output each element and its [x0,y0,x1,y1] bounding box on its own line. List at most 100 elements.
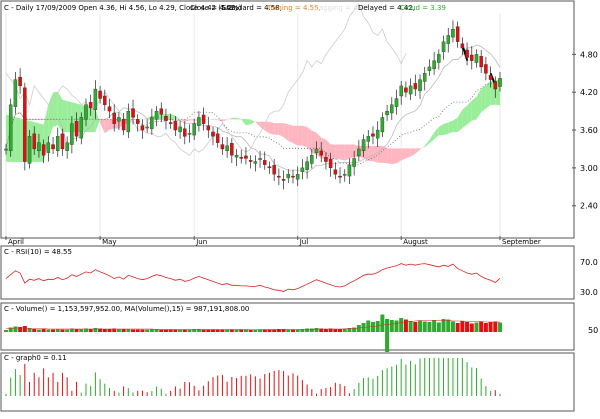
candle-body [301,168,304,172]
ichimoku-lines [6,4,500,173]
volume-bar [493,322,497,333]
volume-bar [75,329,79,332]
candle-body [19,77,22,86]
price-header-cloud: Cloud = 3.39 [400,4,446,12]
cloud-segment [227,118,232,120]
volume-bar [432,320,436,332]
cloud-segment [48,92,53,140]
volume-bar [460,321,464,332]
volume-bar [23,326,27,332]
candle-body [28,136,31,163]
price-header-turning: Turning = 4.55, [266,4,321,12]
volume-bar [216,330,220,333]
cloud-segment [171,114,176,119]
candle-body [136,119,139,123]
volume-bar [324,329,328,332]
cloud-segment [241,119,246,125]
candle-body [371,134,374,137]
cloud-segment [481,85,486,112]
volume-bar [456,323,460,332]
candle-body [362,140,365,151]
candle-body [433,61,436,69]
volume-bar [249,330,253,332]
candle-body [66,143,69,151]
candle-body [475,54,478,62]
volume-bar [4,330,8,332]
rsi-tick-30: 30.0 [580,288,598,297]
candle-body [235,155,238,157]
cloud-segment [467,101,472,125]
volume-bar [159,330,163,333]
month-label: August [403,238,428,246]
cloud-segment [302,126,307,147]
candle-body [451,29,454,37]
volume-bar [489,322,493,332]
volume-bar [446,320,450,333]
cloud-segment [208,119,213,120]
cloud-segment [265,122,270,134]
volume-bar [296,330,300,333]
month-label: May [102,238,116,246]
volume-bar [239,330,243,333]
volume-bar [60,330,64,333]
cloud-segment [345,145,350,161]
volume-bar [451,322,455,333]
volume-spike [385,332,389,352]
cloud-segment [288,124,293,143]
volume-bar [310,329,314,333]
cloud-segment [237,118,242,120]
candle-body [56,136,59,151]
volume-bar [465,322,469,332]
candle-body [84,105,87,120]
price-tick-label: 3.00 [580,164,598,173]
cloud-segment [274,123,279,135]
volume-bar [225,330,229,333]
cloud-segment [415,148,420,154]
cloud-segment [349,145,354,159]
cloud-segment [15,117,20,162]
candle-body [277,176,280,177]
candle-body [268,167,271,168]
candle-body [480,56,483,67]
candle-body [273,165,276,174]
volume-bar [79,329,83,332]
volume-bar [442,319,446,332]
candle-body [33,134,36,149]
cloud-segment [392,148,397,164]
volume-bar [183,330,187,333]
candle-body [75,121,78,136]
volume-bar [498,323,502,333]
month-label: September [502,238,541,246]
volume-bar [357,325,361,332]
cloud-segment [189,119,194,120]
candle-body [131,109,134,118]
candle-body [216,134,219,143]
volume-bar [131,330,135,333]
graph0-histogram [6,358,500,396]
cloud-segment [335,145,340,160]
candle-body [221,145,224,149]
candle-body [400,86,403,96]
volume-bar [267,330,271,333]
cloud-segment [396,148,401,163]
candle-body [178,127,181,132]
volume-bar [187,330,191,333]
candle-body [113,113,116,124]
candle-body [141,126,144,130]
cloud-segment [326,140,331,160]
volume-bar [305,329,309,333]
cloud-segment [255,122,260,127]
candle-body [367,136,370,141]
candle-body [244,156,247,159]
cloud-segment [486,81,491,109]
cloud-segment [279,123,284,137]
rsi-header: C - RSI(10) = 48.55 [4,248,72,256]
volume-bar [178,330,182,333]
cloud-segment [444,122,449,135]
cloud-segment [434,127,439,140]
candle-body [160,109,163,115]
candle-body [211,132,214,136]
candle-body [122,119,125,130]
candle-body [42,145,45,156]
